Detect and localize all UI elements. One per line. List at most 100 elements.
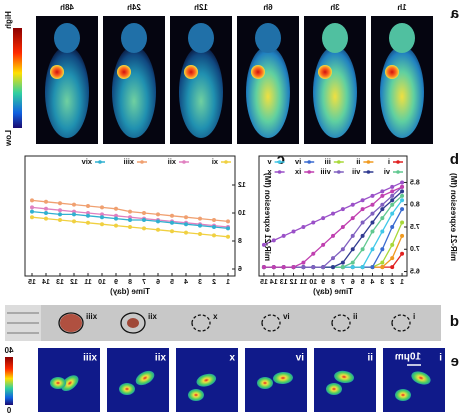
series-line [263,186,403,268]
data-point [380,260,385,265]
data-point [114,223,118,228]
time-label: 3h [330,3,339,12]
data-point [114,216,118,221]
data-point [44,211,48,215]
data-point [86,220,90,225]
y-tick-label: 7.0 [410,246,420,253]
data-point [281,265,286,270]
x-tick-label: 7 [142,279,146,286]
data-point [370,265,375,270]
series-line [263,190,403,268]
legend-label: xi [212,157,218,166]
y-tick-label: 6 [238,266,242,273]
data-point [340,265,345,270]
data-point [390,193,395,198]
cell-signal [411,371,431,385]
sample-pellet [60,314,82,332]
y-tick-label: 8.0 [410,202,420,209]
legend-label: ii [356,157,360,166]
data-point [360,233,365,238]
data-point [340,207,345,212]
y-axis-title: miR-21 expression (fM) [449,173,458,261]
data-point [390,202,395,207]
sample-label: ii [353,312,357,321]
data-point [128,215,132,220]
x-tick-label: 12 [290,279,298,286]
x-tick-label: 5 [361,279,365,286]
series-line [263,253,403,268]
data-point [198,216,202,221]
cell-signal [334,370,355,383]
mouse-body [179,46,223,138]
sample-outline [58,312,84,334]
data-point [271,238,276,243]
data-point [128,209,132,214]
data-point [390,225,395,229]
data-point [380,216,385,221]
data-point [261,242,266,247]
data-point [340,247,345,252]
sample-label: iv [282,312,289,321]
data-point [321,242,326,247]
data-point [400,233,405,238]
data-point [380,193,385,198]
y-tick-label: 7.5 [410,224,420,231]
data-point [370,202,375,207]
data-point [301,260,306,265]
data-point [281,233,286,238]
data-point [72,212,76,217]
colorbar-label: 0 [6,406,11,415]
cell-label: x [229,353,235,364]
x-tick-label: 13 [56,279,64,286]
panel-label: c [277,151,285,168]
data-point [30,198,34,203]
data-point [400,193,405,198]
legend-marker [182,160,186,164]
x-tick-label: 11 [84,279,92,286]
data-point [331,256,335,261]
data-point [100,222,104,227]
cell-signal [50,377,66,389]
cell-signal [395,389,411,401]
x-tick-label: 2 [212,279,216,286]
series-line [263,186,403,268]
data-point [360,265,365,270]
sample-label: xiii [86,312,97,321]
time-label: 6h [263,3,272,12]
scale-bar-label: 10μm [395,352,421,363]
data-point [184,222,188,227]
legend-marker [224,160,228,164]
data-point [370,229,375,234]
legend-marker [307,160,311,164]
legend-label: xii [168,157,176,166]
data-point [114,213,118,218]
colorbar-label: High [4,11,13,29]
data-point [390,198,395,203]
legend-label: xiii [124,157,134,166]
legend-label: iv [294,157,301,166]
legend-marker [277,170,282,174]
x-tick-label: 12 [70,279,78,286]
data-point [86,211,90,215]
data-point [360,207,365,212]
data-point [184,230,188,235]
legend-marker [140,160,144,164]
data-point [370,220,375,225]
legend-marker [277,160,282,164]
data-point [321,216,326,221]
data-point [350,247,355,252]
x-tick-label: 8 [128,279,132,286]
cell-signal [61,375,79,392]
tumor-signal [385,65,399,79]
data-point [58,212,62,217]
panel-label: b [450,151,459,168]
data-point [142,218,146,222]
data-point [380,202,385,207]
legend-marker [366,170,371,174]
data-point [128,218,132,222]
data-point [58,201,62,206]
cell-signal [196,373,217,387]
data-point [311,265,316,270]
mouse-head [255,23,281,53]
data-point [400,198,405,203]
